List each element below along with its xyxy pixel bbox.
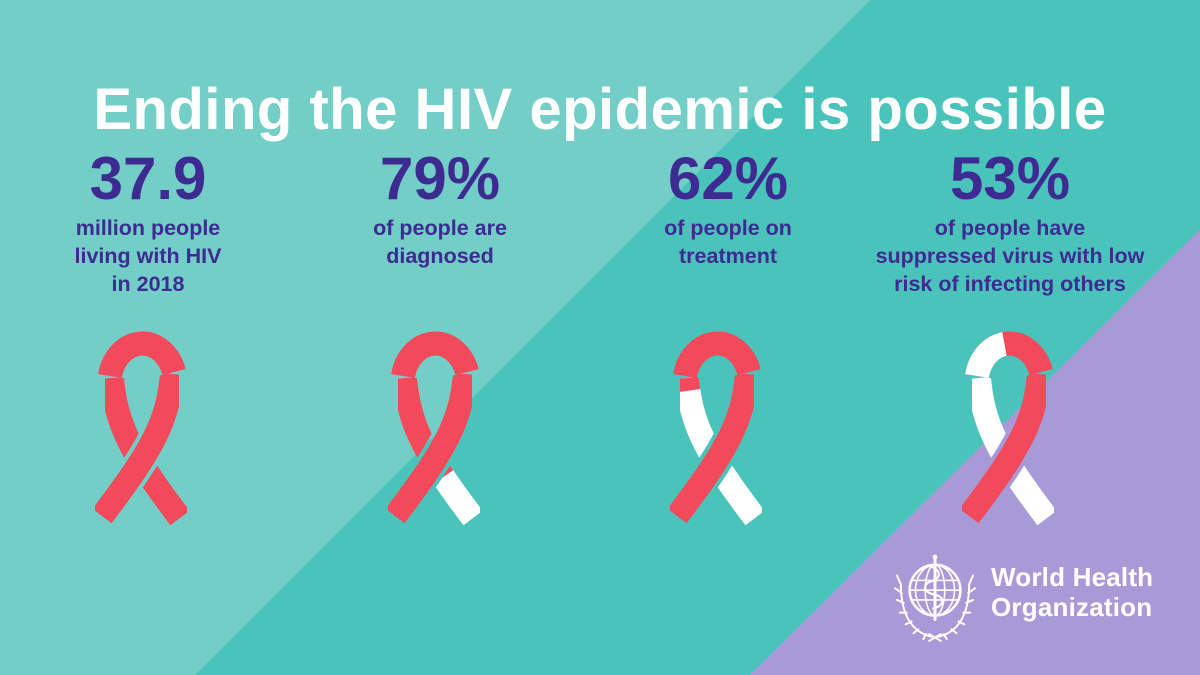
ribbon-slot <box>945 330 1075 534</box>
stat-column: 37.9 million people living with HIV in 2018 <box>3 148 293 298</box>
ribbon-slot <box>653 330 783 534</box>
awareness-ribbon-icon <box>959 331 1057 526</box>
stat-column: 53% of people have suppressed virus with l… <box>840 148 1180 298</box>
stat-value: 53% <box>949 145 1071 212</box>
who-emblem-icon <box>894 554 976 642</box>
stat-label: of people have suppressed virus with low r… <box>840 214 1180 298</box>
stat-column: 79% of people are diagnosed <box>305 148 575 270</box>
stat-label-line: of people have <box>934 216 1086 240</box>
who-logo-text: World Health Organization <box>991 562 1153 622</box>
awareness-ribbon-icon <box>385 331 483 526</box>
stat-label: million people living with HIV in 2018 <box>3 214 293 298</box>
stat-value: 62% <box>667 145 789 212</box>
awareness-ribbon-icon <box>92 331 190 526</box>
stat-label-line: of people are <box>373 216 507 240</box>
who-logo-line2: Organization <box>991 592 1153 622</box>
stat-label-line: risk of infecting others <box>894 272 1126 296</box>
stat-label: of people are diagnosed <box>305 214 575 270</box>
awareness-ribbon-icon <box>667 331 765 526</box>
stat-value: 79% <box>379 145 501 212</box>
ribbon-slot <box>371 330 501 534</box>
page-title: Ending the HIV epidemic is possible <box>93 76 1107 142</box>
stat-value: 37.9 <box>89 145 207 212</box>
who-logo: World Health Organization <box>894 550 1153 644</box>
stat-label-line: treatment <box>679 244 777 268</box>
stat-label-line: suppressed virus with low <box>875 244 1145 268</box>
ribbon-slot <box>78 330 208 534</box>
stat-label-line: living with HIV <box>74 244 222 268</box>
stat-label-line: million people <box>75 216 221 240</box>
who-logo-line1: World Health <box>991 562 1154 592</box>
stat-label: of people on treatment <box>593 214 863 270</box>
stat-column: 62% of people on treatment <box>593 148 863 270</box>
stat-label-line: diagnosed <box>386 244 494 268</box>
stat-label-line: of people on <box>664 216 792 240</box>
stat-label-line: in 2018 <box>111 272 185 296</box>
